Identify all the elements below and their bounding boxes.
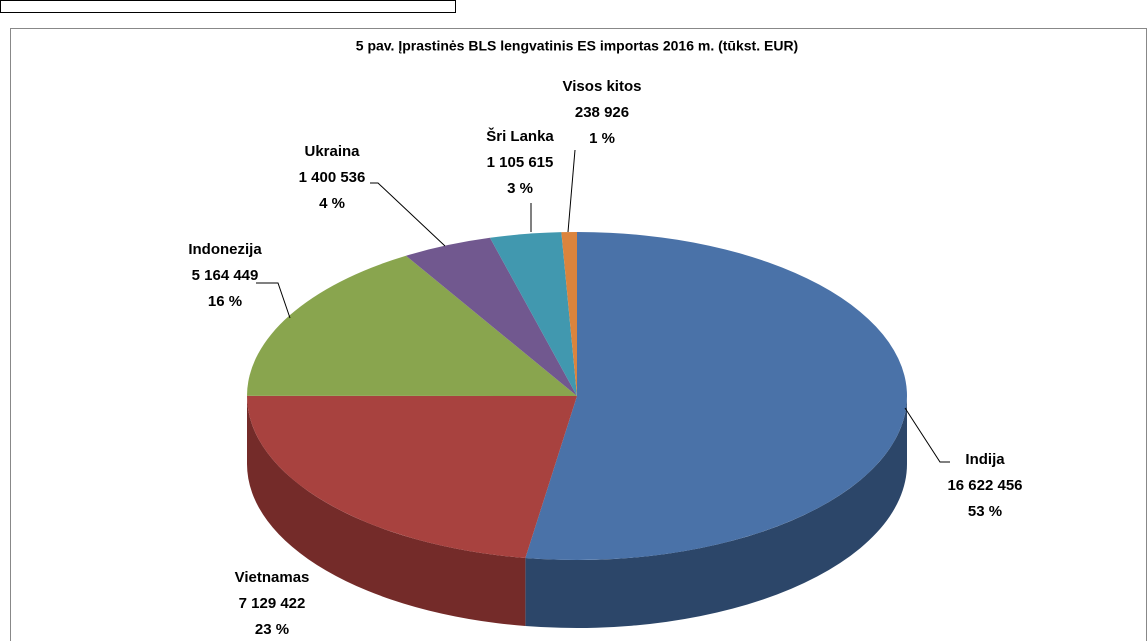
value-label: 5 164 449 [192,267,259,284]
pie-slice [561,232,577,396]
pie-slice [405,237,577,396]
leader-line [904,407,950,463]
percent-label: 16 % [208,293,242,310]
pie-side [246,396,526,626]
leader-line [256,282,291,319]
slice-label: Visos kitos [563,78,642,95]
percent-label: 23 % [255,621,289,638]
pie-side [525,396,907,629]
pie [246,232,908,629]
pie-slice [247,395,577,558]
percent-label: 3 % [507,180,533,197]
slice-label: Indonezija [188,241,262,258]
value-label: 1 400 536 [299,169,366,186]
value-label: 1 105 615 [487,154,554,171]
pie-slice [525,232,908,560]
percent-label: 1 % [589,130,615,147]
leader-line [567,149,576,233]
slice-label: Šri Lanka [486,127,554,145]
chart-title: 5 pav. Įprastinės BLS lengvatinis ES imp… [356,38,798,54]
value-label: 16 622 456 [947,477,1022,494]
value-label: 7 129 422 [239,595,306,612]
pie-slice [489,232,577,396]
slice-label: Vietnamas [235,569,310,586]
slice-label: Indija [965,451,1005,468]
slice-label: Ukraina [304,143,360,160]
value-label: 238 926 [575,104,629,121]
top-box [0,0,456,13]
percent-label: 53 % [968,503,1002,520]
percent-label: 4 % [319,195,345,212]
pie-slice [247,255,577,396]
leader-line [370,182,446,247]
